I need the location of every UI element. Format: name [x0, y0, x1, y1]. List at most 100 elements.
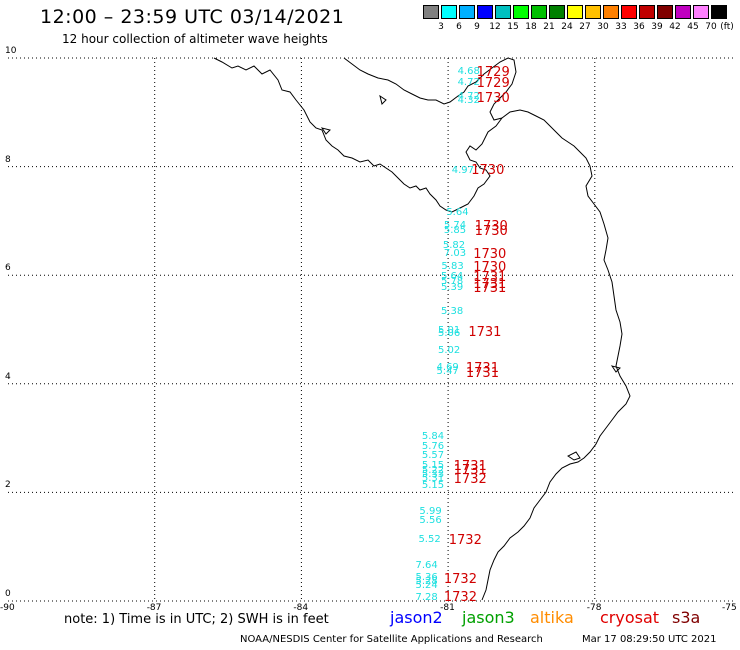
wave-height-label: 5.52	[418, 534, 441, 546]
satellite-legend-item: cryosat	[600, 608, 660, 627]
wave-height-label: 5.36	[415, 572, 438, 584]
observation-time-label: 1730	[471, 163, 505, 179]
legend-label: 39	[651, 22, 663, 32]
wave-height-label: 5.83	[441, 260, 464, 272]
legend-swatch	[693, 5, 709, 19]
wave-height-label: 4.72	[457, 77, 480, 89]
longitude-tick-label: -87	[146, 603, 162, 613]
legend-swatch	[603, 5, 619, 19]
latitude-tick-label: 4	[5, 371, 11, 382]
graticule	[8, 57, 733, 602]
longitude-tick-label: -75	[722, 603, 737, 613]
wave-height-label: 5.38	[440, 305, 464, 317]
wave-height-label: 5.99	[419, 506, 442, 518]
wave-height-label: 5.33	[421, 469, 445, 481]
latitude-tick-label: 2	[5, 480, 11, 491]
legend-swatch	[711, 5, 727, 19]
wave-height-label: 4.32	[457, 94, 480, 106]
islands	[320, 94, 621, 461]
longitude-tick-label: -78	[586, 603, 602, 613]
wave-height-label: 7.03	[443, 248, 467, 260]
wave-height-label: 5.02	[438, 345, 461, 357]
satellite-legend-item: altika	[530, 608, 574, 627]
wave-height-label: 4.69	[436, 362, 459, 374]
wave-height-label: 5.47	[436, 365, 459, 377]
wave-height-label: 5.01	[438, 324, 461, 336]
map-title: 12:00 – 23:59 UTC 03/14/2021	[40, 6, 345, 28]
legend-label: 21	[543, 22, 555, 32]
observation-time-label: 1731	[473, 276, 507, 292]
wave-height-label: 5.84	[421, 431, 445, 443]
latitude-tick-label: 6	[5, 263, 11, 274]
wave-height-label: 5.82	[442, 239, 466, 251]
legend-swatch	[477, 5, 493, 19]
legend-label: 33	[615, 22, 627, 32]
wave-height-label: 5.64	[446, 207, 469, 219]
observation-time-label: 1731	[473, 280, 507, 296]
wave-height-label: 7.64	[415, 560, 438, 572]
wave-height-label: 4.97	[451, 165, 474, 177]
legend-swatch	[621, 5, 637, 19]
observation-time-label: 1729	[476, 65, 510, 81]
wave-height-label: 5.31	[421, 473, 445, 485]
satellite-legend-item: jason3	[462, 608, 515, 627]
observation-time-label: 1731	[453, 458, 487, 474]
observation-time-label: 1730	[474, 223, 508, 239]
legend-label: 30	[597, 22, 609, 32]
legend-swatch	[441, 5, 457, 19]
wave-height-label: 5.06	[438, 327, 461, 339]
map-subtitle: 12 hour collection of altimeter wave hei…	[62, 32, 328, 46]
legend-swatch	[585, 5, 601, 19]
longitude-tick-label: -90	[0, 603, 15, 613]
observation-time-label: 1730	[473, 247, 507, 263]
legend-unit: (ft)	[720, 22, 734, 32]
legend-label: 24	[561, 22, 573, 32]
observation-time-label: 1730	[476, 90, 510, 106]
observation-time-label: 1732	[448, 532, 482, 548]
wave-height-label: 4.68	[457, 65, 480, 77]
observation-time-label: 1731	[473, 269, 507, 285]
coastline	[213, 57, 631, 601]
longitude-tick-label: -84	[293, 603, 309, 613]
legend-swatch	[675, 5, 691, 19]
observation-time-label: 1730	[473, 259, 507, 275]
legend-label: 70	[705, 22, 717, 32]
legend-label: 45	[687, 22, 699, 32]
wave-height-label: 5.76	[421, 440, 445, 452]
wave-height-label: 5.39	[440, 281, 464, 293]
units-note: note: 1) Time is in UTC; 2) SWH is in fe…	[64, 612, 329, 627]
observation-time-label: 1732	[443, 589, 477, 605]
wave-height-label: 5.57	[421, 450, 445, 462]
legend-label: 6	[456, 22, 462, 32]
observation-time-label: 1731	[453, 463, 487, 479]
observation-time-label: 1731	[468, 324, 502, 340]
wave-height-label: 7.28	[415, 592, 438, 604]
observation-time-label: 1730	[474, 219, 508, 235]
legend-swatch	[639, 5, 655, 19]
wave-height-label: 5.22	[421, 464, 445, 476]
satellite-legend-item: s3a	[672, 608, 701, 627]
latitude-tick-label: 0	[5, 589, 11, 599]
legend-label: 36	[633, 22, 645, 32]
legend-swatch	[459, 5, 475, 19]
legend-label: 27	[579, 22, 591, 32]
latitude-tick-label: 8	[5, 154, 11, 165]
legend-label: 12	[489, 22, 501, 32]
wave-height-label: 5.56	[419, 515, 442, 527]
legend-label: 3	[438, 22, 444, 32]
legend-label: 18	[525, 22, 537, 32]
satellite-legend-item: jason2	[390, 608, 443, 627]
observation-time-label: 1731	[465, 361, 499, 377]
credit-line: NOAA/NESDIS Center for Satellite Applica…	[240, 634, 543, 645]
observation-time-label: 1729	[476, 75, 510, 91]
legend-label: 42	[669, 22, 681, 32]
legend-label: 15	[507, 22, 519, 32]
legend-swatch	[495, 5, 511, 19]
legend-swatch	[423, 5, 439, 19]
wave-height-label: 5.24	[415, 580, 438, 592]
wave-height-label: 5.64	[440, 270, 464, 282]
legend-swatch	[567, 5, 583, 19]
legend-label: 9	[474, 22, 480, 32]
legend-swatch	[531, 5, 547, 19]
